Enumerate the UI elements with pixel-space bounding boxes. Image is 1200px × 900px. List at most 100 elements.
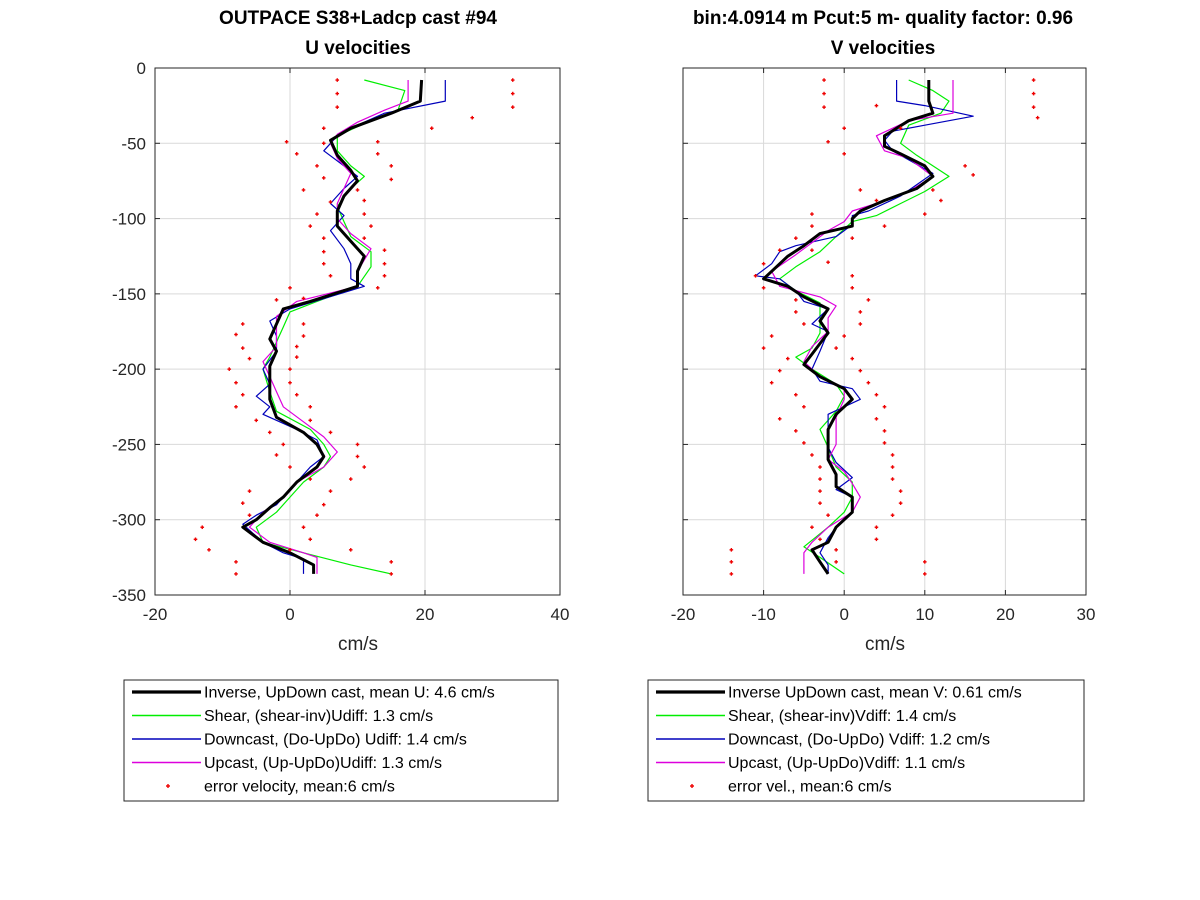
u-error-point [470, 115, 475, 120]
u-error-point [240, 392, 245, 397]
u-error-point [321, 236, 326, 240]
u-error-point [301, 334, 306, 338]
u-error-point [247, 489, 252, 493]
v-error-point [785, 356, 790, 361]
u-error-point [389, 164, 394, 168]
v-error-point [777, 417, 782, 421]
v-error-point [842, 152, 846, 156]
u-error-point [362, 465, 367, 469]
v-chart-title: bin:4.0914 m Pcut:5 m- quality factor: 0… [693, 8, 1073, 29]
u-y-tick-label: -150 [112, 285, 146, 304]
u-y-tick-label: -350 [112, 586, 146, 605]
u-error-point [389, 572, 394, 576]
u-error-point [328, 200, 333, 204]
v-error-point [761, 346, 766, 350]
u-error-point [315, 513, 319, 517]
v-error-point [890, 465, 895, 469]
v-error-point [810, 224, 814, 228]
v-legend: Inverse UpDown cast, mean V: 0.61 cm/s Sh… [647, 679, 1085, 802]
u-error-point [294, 392, 299, 397]
v-error-point [802, 441, 806, 445]
u-error-point [234, 404, 238, 409]
u-error-point [308, 404, 313, 409]
u-error-point [321, 502, 326, 507]
v-error-point [818, 477, 822, 481]
v-legend-label-inverse: Inverse UpDown cast, mean V: 0.61 cm/s [728, 685, 1022, 702]
u-x-tick-label: 0 [285, 605, 294, 624]
v-error-point [834, 548, 838, 552]
u-error-point [362, 236, 367, 240]
u-legend-marker-error [166, 784, 170, 788]
u-error-point [240, 346, 245, 350]
v-error-point [866, 380, 871, 385]
u-error-point [234, 332, 238, 337]
u-x-axis-label: cm/s [338, 634, 378, 655]
u-error-point [288, 380, 292, 385]
v-error-point [890, 477, 895, 481]
u-error-point [321, 249, 326, 254]
v-error-point [818, 537, 822, 542]
u-velocity-axes: OUTPACE S38+Ladcp cast #94 U velocities … [112, 8, 569, 655]
v-velocity-axes: bin:4.0914 m Pcut:5 m- quality factor: 0… [671, 8, 1096, 655]
v-chart-subtitle: V velocities [831, 38, 936, 59]
v-error-point [858, 310, 863, 314]
u-error-point [234, 572, 238, 576]
u-error-point [247, 356, 252, 361]
v-error-point [874, 537, 879, 542]
v-series-inverse [762, 80, 935, 575]
u-error-point [382, 273, 387, 278]
u-error-point [284, 139, 289, 144]
u-error-point [335, 78, 340, 82]
v-error-point [1031, 91, 1036, 96]
v-error-point [826, 260, 830, 265]
v-error-point [810, 212, 814, 216]
v-x-tick-label: -20 [671, 605, 696, 624]
u-error-point [267, 430, 272, 435]
u-error-point [207, 548, 211, 552]
u-error-point [321, 261, 326, 266]
u-error-point [294, 152, 299, 156]
u-error-point [288, 286, 292, 290]
u-error-point [315, 164, 319, 168]
u-y-tick-label: -50 [121, 134, 146, 153]
v-error-point [971, 173, 975, 177]
u-error-point [510, 105, 515, 109]
u-error-point [321, 126, 326, 131]
u-error-point [247, 513, 252, 517]
u-error-point [254, 418, 259, 423]
u-error-point [355, 188, 360, 192]
v-error-point [858, 322, 863, 326]
v-error-point [882, 404, 887, 409]
v-error-point [1031, 78, 1036, 82]
u-legend: Inverse, UpDown cast, mean U: 4.6 cm/s Sh… [123, 679, 559, 802]
u-error-point [240, 501, 245, 505]
u-error-point [288, 548, 292, 552]
v-error-point [794, 392, 798, 397]
u-error-point [355, 442, 360, 447]
u-series-inverse [241, 79, 424, 574]
u-error-point [274, 298, 279, 302]
u-error-point [382, 261, 387, 266]
v-error-point [794, 298, 798, 302]
u-x-tick-label: -20 [143, 605, 168, 624]
v-legend-label-down: Downcast, (Do-UpDo) Vdiff: 1.2 cm/s [728, 732, 990, 749]
u-error-point [288, 367, 292, 371]
u-error-point [301, 525, 306, 530]
u-legend-label-up: Upcast, (Up-UpDo)Udiff: 1.3 cm/s [204, 755, 442, 772]
u-error-point [281, 442, 286, 447]
v-legend-label-up: Upcast, (Up-UpDo)Vdiff: 1.1 cm/s [728, 755, 965, 772]
v-error-point [729, 572, 734, 576]
v-error-point [898, 489, 903, 493]
u-error-point [429, 126, 434, 131]
u-error-point [355, 454, 360, 459]
u-error-point [294, 355, 299, 359]
v-error-point [890, 453, 895, 457]
u-y-tick-label: -250 [112, 435, 146, 454]
u-error-point [335, 105, 340, 109]
v-error-point [794, 429, 798, 433]
u-legend-label-shear: Shear, (shear-inv)Udiff: 1.3 cm/s [204, 708, 433, 725]
u-y-tick-label: -100 [112, 210, 146, 229]
v-error-point [939, 198, 943, 203]
v-error-point [866, 298, 871, 302]
u-error-point [193, 537, 198, 542]
